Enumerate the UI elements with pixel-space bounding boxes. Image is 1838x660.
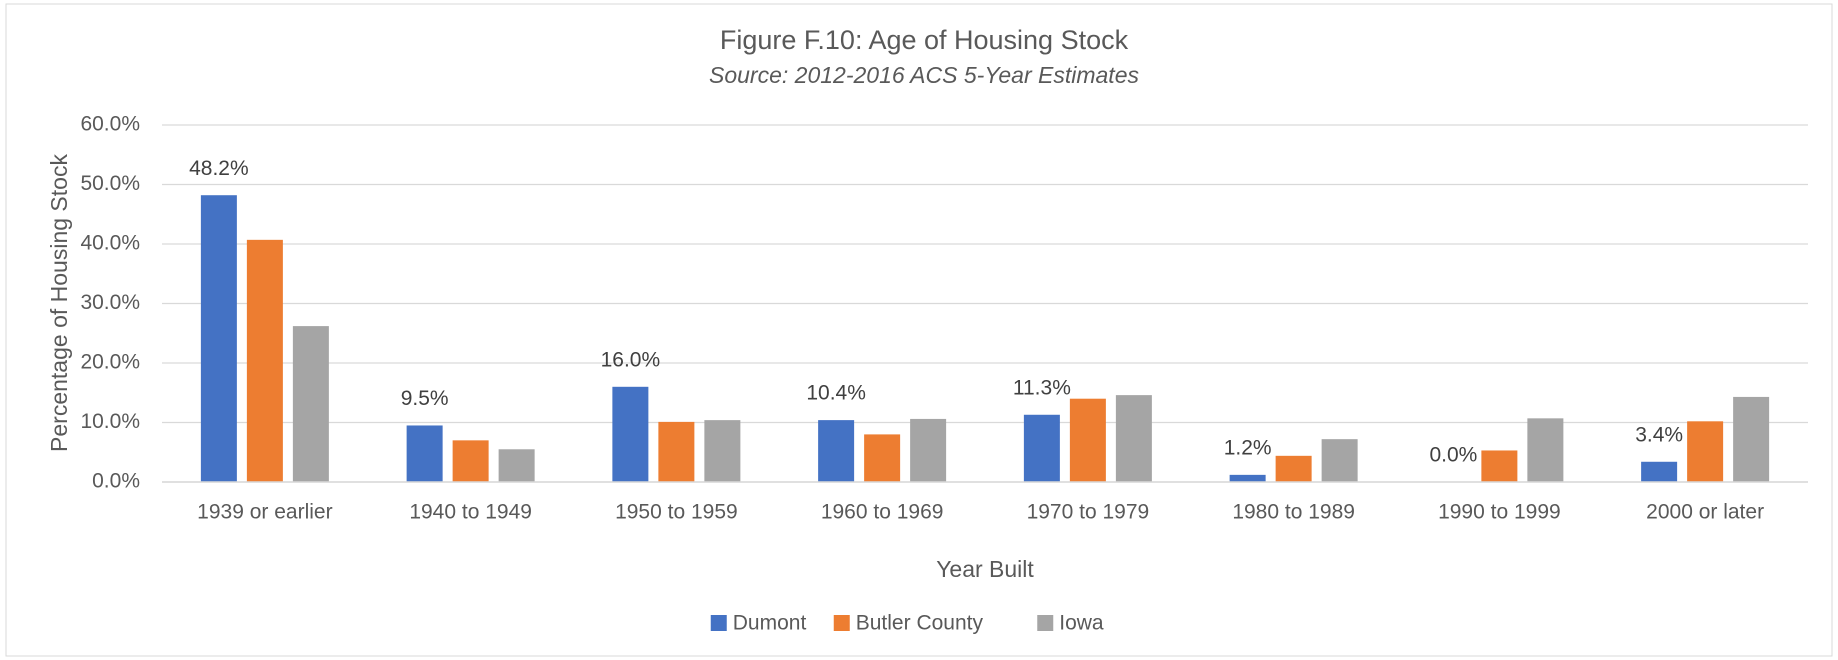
chart-title: Figure F.10: Age of Housing Stock: [720, 25, 1129, 55]
bar: [1527, 418, 1564, 482]
data-label: 48.2%: [189, 157, 249, 180]
data-label: 9.5%: [401, 387, 449, 410]
data-label: 11.3%: [1013, 376, 1071, 399]
bar: [1321, 439, 1358, 482]
bar: [246, 239, 283, 482]
data-label: 3.4%: [1635, 423, 1683, 446]
bar: [406, 425, 443, 482]
y-tick-label: 20.0%: [80, 351, 140, 374]
bar: [612, 386, 649, 482]
bar: [292, 326, 329, 482]
y-tick-label: 30.0%: [80, 291, 140, 314]
data-label: 10.4%: [806, 382, 866, 405]
bar: [1023, 414, 1060, 482]
y-tick-label: 0.0%: [92, 470, 140, 493]
bar: [910, 418, 947, 482]
bar: [818, 420, 855, 482]
y-tick-label: 50.0%: [80, 172, 140, 195]
x-tick-label: 1960 to 1969: [821, 501, 944, 524]
data-label: 0.0%: [1429, 444, 1477, 467]
bar: [1069, 398, 1106, 482]
bar: [498, 449, 535, 482]
y-tick-label: 40.0%: [80, 232, 140, 255]
legend-swatch: [710, 615, 727, 631]
y-tick-label: 60.0%: [80, 113, 140, 136]
legend-swatch: [833, 615, 850, 631]
chart-subtitle: Source: 2012-2016 ACS 5-Year Estimates: [709, 62, 1139, 88]
data-label: 1.2%: [1224, 436, 1272, 459]
x-tick-label: 1950 to 1959: [615, 501, 738, 524]
x-tick-label: 1940 to 1949: [409, 501, 532, 524]
bar: [704, 420, 741, 482]
legend-swatch: [1037, 615, 1054, 631]
bar: [1733, 396, 1770, 482]
legend-label: Iowa: [1059, 612, 1104, 635]
legend-label: Dumont: [733, 612, 807, 635]
bar: [1115, 395, 1152, 482]
x-tick-label: 1970 to 1979: [1027, 501, 1150, 524]
x-tick-label: 1990 to 1999: [1438, 501, 1561, 524]
y-tick-label: 10.0%: [80, 410, 140, 433]
x-tick-label: 1939 or earlier: [197, 501, 332, 524]
bar: [1481, 450, 1518, 482]
bar: [658, 421, 695, 482]
legend-label: Butler County: [856, 612, 984, 635]
bar: [1275, 455, 1312, 482]
bar: [200, 195, 237, 482]
data-label: 16.0%: [601, 348, 661, 371]
bar: [452, 440, 489, 482]
x-tick-label: 1980 to 1989: [1232, 501, 1355, 524]
bar: [864, 434, 901, 482]
bar: [1687, 421, 1724, 482]
y-axis-title: Percentage of Housing Stock: [46, 154, 72, 452]
x-axis-title: Year Built: [936, 556, 1034, 582]
bar: [1641, 461, 1678, 482]
bar: [1229, 474, 1266, 482]
x-tick-label: 2000 or later: [1646, 501, 1764, 524]
